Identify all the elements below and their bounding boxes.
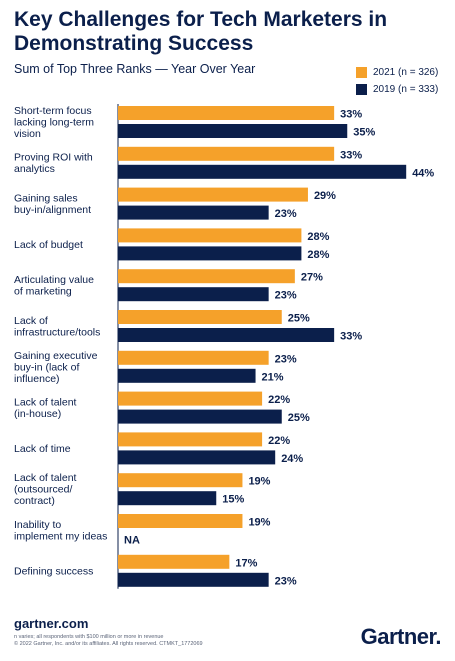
data-label-2019: 23% [275,290,297,302]
category-label-line: Gaining sales [14,192,78,204]
data-label-2019: 28% [307,249,329,261]
category-label: Gaining sales buy-in/alignment [14,192,91,216]
data-label-2021: 23% [275,353,297,365]
data-label-2021: 33% [340,109,362,121]
bar-2019 [118,287,269,302]
category-label-line: buy-in/alignment [14,204,91,216]
legend-item-2021: 2021 (n = 326) [356,64,438,81]
category-label-line: Lack of budget [14,239,83,251]
bar-2019 [118,409,282,424]
bar-2021 [118,473,243,488]
data-label-2021: 19% [248,517,270,529]
footnote-line-2: © 2022 Gartner, Inc. and/or its affiliat… [14,641,203,647]
data-label-2021: 19% [248,476,270,488]
site-url[interactable]: gartner.com [14,616,89,631]
category-label-line: vision [14,128,41,140]
category-label-line: Lack of [14,315,48,327]
bar-2019 [118,368,256,383]
bar-2019 [118,450,276,465]
data-label-2019: 21% [262,371,284,383]
category-label: Lack of talent (outsourced/contract) [14,472,77,507]
category-label-line: Defining success [14,565,93,577]
data-label-2019: 33% [340,331,362,343]
category-label-line: of marketing [14,285,72,297]
data-label-2019: 24% [281,453,303,465]
category-label-line: contract) [14,495,55,507]
category-label-line: (in-house) [14,408,61,420]
category-label-line: lacking long-term [14,117,94,129]
bar-2021 [118,310,282,324]
legend-item-2019: 2019 (n = 333) [356,81,438,98]
bar-2019 [118,205,269,220]
legend-swatch-2021 [356,67,367,78]
data-label-2021: 22% [268,435,290,447]
category-label-line: implement my ideas [14,530,107,542]
data-label-2019: 25% [288,412,310,424]
bar-2019 [118,328,335,342]
category-label: Proving ROI with analytics [14,152,93,176]
bar-2019 [118,491,217,506]
data-label-2021: 33% [340,149,362,161]
bar-2021 [118,554,230,569]
data-label-2021: 22% [268,394,290,406]
bar-2019 [118,124,348,138]
legend-label-2021: 2021 (n = 326) [373,67,439,78]
category-label-line: Inability to [14,519,61,531]
data-label-2021: 17% [235,557,257,569]
bar-2021 [118,350,269,365]
chart-title: Key Challenges for Tech Marketers in Dem… [14,8,388,55]
bar-2021 [118,228,302,243]
bar-chart: Short-term focus lacking long-term vision 3… [14,104,434,589]
category-label-line: Gaining executive [14,350,98,362]
footnote: n varies; all respondents with $100 mill… [14,634,264,648]
legend-label-2019: 2019 (n = 333) [373,84,439,95]
category-label-line: (outsourced/ [14,484,72,496]
category-label: Lack of talent (in-house) [14,396,77,420]
bar-2021 [118,391,263,406]
bar-2021 [118,187,308,202]
data-label-2019: 23% [275,208,297,220]
category-label-line: Short-term focus [14,105,92,117]
category-label-line: buy-in (lack of [14,361,79,373]
category-label-line: Articulating value [14,274,94,286]
category-label: Lack of time [14,443,71,455]
category-label: Lack of budget [14,239,83,251]
category-label-line: Lack of time [14,443,71,455]
category-label: Defining success [14,565,93,577]
category-label: Articulating value of marketing [14,274,94,298]
brand-logo: Gartner. [360,624,442,649]
chart-subtitle: Sum of Top Three Ranks — Year Over Year [14,62,256,76]
category-label: Gaining executive buy-in (lack of influenc… [14,350,98,385]
bar-2021 [118,269,295,284]
category-label-line: Lack of talent [14,396,77,408]
legend-swatch-2019 [356,84,367,95]
data-label-2021: 25% [288,313,310,325]
bar-2021 [118,432,263,447]
data-label-2021: 29% [314,190,336,202]
bar-2019 [118,164,407,179]
data-label-2021: 27% [301,272,323,284]
category-label-line: infrastructure/tools [14,326,100,338]
bar-2019 [118,572,269,587]
data-label-2019: 15% [222,494,244,506]
data-label-2021: 28% [307,231,329,243]
bar-2021 [118,146,335,161]
legend: 2021 (n = 326) 2019 (n = 333) [356,64,438,98]
category-label-line: analytics [14,163,55,175]
data-label-2019: 44% [412,167,434,179]
bar-2021 [118,106,335,120]
data-label-2019: NA [124,535,140,547]
bar-2019 [118,246,302,261]
footnote-line-1: n varies; all respondents with $100 mill… [14,634,164,640]
category-label: Short-term focus lacking long-term vision [14,105,94,140]
category-label: Lack of infrastructure/tools [14,315,100,339]
category-label-line: Proving ROI with [14,152,93,164]
data-label-2019: 23% [275,575,297,587]
category-label-line: influence) [14,373,60,385]
data-label-2019: 35% [353,127,375,139]
category-label-line: Lack of talent [14,472,77,484]
category-label: Inability to implement my ideas [14,519,107,543]
bar-2021 [118,514,243,528]
